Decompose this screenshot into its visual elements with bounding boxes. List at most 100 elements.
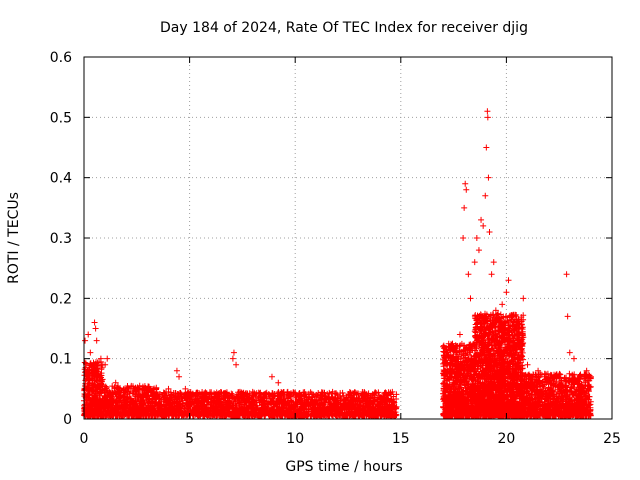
data-point bbox=[201, 391, 208, 398]
data-point bbox=[323, 394, 330, 401]
data-point bbox=[475, 247, 482, 254]
x-axis-label: GPS time / hours bbox=[285, 459, 402, 475]
data-point bbox=[583, 367, 590, 374]
data-point bbox=[229, 355, 236, 362]
data-point bbox=[566, 349, 573, 356]
data-point bbox=[393, 403, 400, 410]
data-point bbox=[499, 301, 506, 308]
x-tick-label: 5 bbox=[185, 431, 194, 447]
data-point bbox=[587, 373, 594, 380]
x-tick-label: 25 bbox=[603, 431, 621, 447]
data-point bbox=[492, 307, 499, 314]
data-point bbox=[230, 349, 237, 356]
x-tick-label: 20 bbox=[497, 431, 515, 447]
data-point bbox=[211, 397, 218, 404]
data-point bbox=[93, 337, 100, 344]
x-tick-label: 15 bbox=[392, 431, 410, 447]
data-point bbox=[450, 343, 457, 350]
data-point bbox=[485, 174, 492, 181]
data-point bbox=[173, 367, 180, 374]
data-point bbox=[283, 391, 290, 398]
data-point bbox=[123, 385, 130, 392]
data-point bbox=[478, 216, 485, 223]
axes: 0 5 10 15 20 25 0 0.1 0.2 0.3 0.4 0.5 0.6 bbox=[50, 50, 621, 447]
data-point bbox=[233, 361, 240, 368]
data-point bbox=[503, 289, 510, 296]
data-point bbox=[89, 367, 96, 374]
scatter-band bbox=[100, 382, 161, 419]
data-point bbox=[334, 394, 341, 401]
data-point bbox=[570, 355, 577, 362]
data-point bbox=[355, 394, 362, 401]
data-point bbox=[513, 319, 520, 326]
y-tick-label: 0.1 bbox=[50, 352, 72, 368]
scatter-band bbox=[520, 370, 594, 419]
data-point bbox=[490, 259, 497, 266]
data-point bbox=[102, 361, 109, 368]
data-point bbox=[385, 391, 392, 398]
data-point bbox=[524, 361, 531, 368]
y-tick-label: 0.5 bbox=[50, 110, 72, 126]
data-point bbox=[456, 331, 463, 338]
data-point bbox=[564, 313, 571, 320]
x-tick-label: 0 bbox=[80, 431, 89, 447]
data-point bbox=[302, 391, 309, 398]
y-tick-label: 0 bbox=[63, 412, 72, 428]
y-tick-label: 0.3 bbox=[50, 231, 72, 247]
scatter-band bbox=[440, 340, 478, 419]
data-point bbox=[446, 361, 453, 368]
data-point bbox=[154, 391, 161, 398]
data-point bbox=[260, 391, 267, 398]
data-point bbox=[484, 114, 491, 121]
data-point bbox=[87, 349, 94, 356]
scatter-band bbox=[471, 310, 527, 419]
data-point bbox=[473, 235, 480, 241]
data-point bbox=[389, 388, 396, 395]
data-point bbox=[241, 391, 248, 398]
data-point bbox=[563, 271, 570, 278]
data-point bbox=[556, 379, 563, 386]
data-point bbox=[104, 355, 111, 362]
data-point bbox=[313, 391, 320, 398]
y-tick-label: 0.2 bbox=[50, 291, 72, 307]
x-tick-label: 10 bbox=[286, 431, 304, 447]
grid bbox=[84, 57, 612, 419]
data-point bbox=[249, 391, 256, 398]
data-point bbox=[505, 277, 512, 284]
data-point bbox=[480, 222, 487, 229]
scatter-band bbox=[155, 388, 400, 419]
y-axis-label: ROTI / TECUs bbox=[6, 192, 22, 284]
data-point bbox=[92, 325, 99, 332]
data-point bbox=[144, 391, 151, 398]
data-point bbox=[176, 373, 183, 380]
data-point bbox=[91, 319, 98, 326]
data-point bbox=[577, 373, 584, 380]
data-point bbox=[345, 397, 351, 404]
data-point bbox=[97, 355, 104, 362]
data-point bbox=[192, 391, 199, 398]
scatter-band bbox=[81, 358, 106, 419]
data-point bbox=[462, 180, 469, 187]
data-point bbox=[292, 391, 299, 398]
data-point bbox=[366, 397, 373, 404]
data-point bbox=[535, 367, 542, 374]
data-point bbox=[483, 144, 490, 151]
data-point bbox=[165, 385, 172, 392]
data-point bbox=[463, 186, 470, 193]
y-tick-label: 0.6 bbox=[50, 50, 72, 66]
chart-title: Day 184 of 2024, Rate Of TEC Index for r… bbox=[160, 20, 528, 36]
data-point bbox=[467, 295, 474, 302]
data-point bbox=[442, 367, 449, 374]
dense-scatter-bands bbox=[81, 310, 594, 419]
data-point bbox=[85, 331, 92, 338]
data-point bbox=[82, 337, 89, 344]
data-point bbox=[482, 192, 489, 199]
data-point bbox=[509, 313, 516, 320]
y-tick-label: 0.4 bbox=[50, 171, 72, 187]
data-point bbox=[133, 385, 140, 392]
scatter-points bbox=[82, 108, 594, 410]
data-point bbox=[112, 379, 119, 386]
data-point bbox=[222, 391, 229, 398]
data-point bbox=[275, 379, 282, 386]
data-point bbox=[484, 108, 491, 115]
